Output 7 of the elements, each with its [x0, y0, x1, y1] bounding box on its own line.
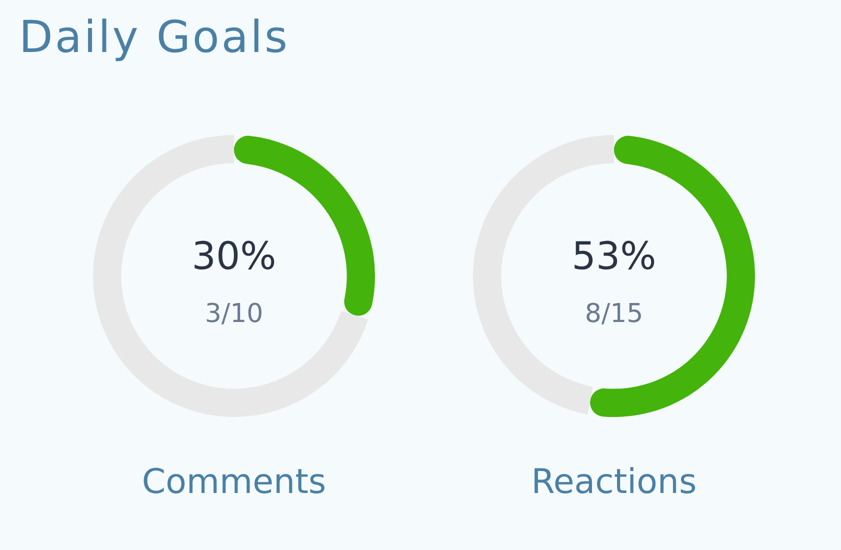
- text: Daily Goals: [19, 12, 290, 65]
- text: 8/15: [584, 298, 644, 329]
- text: Comments: [140, 462, 328, 503]
- text: 53%: [572, 234, 656, 278]
- text: Reactions: [530, 462, 698, 503]
- text: 30%: [192, 234, 276, 278]
- text: 3/10: [204, 298, 264, 329]
